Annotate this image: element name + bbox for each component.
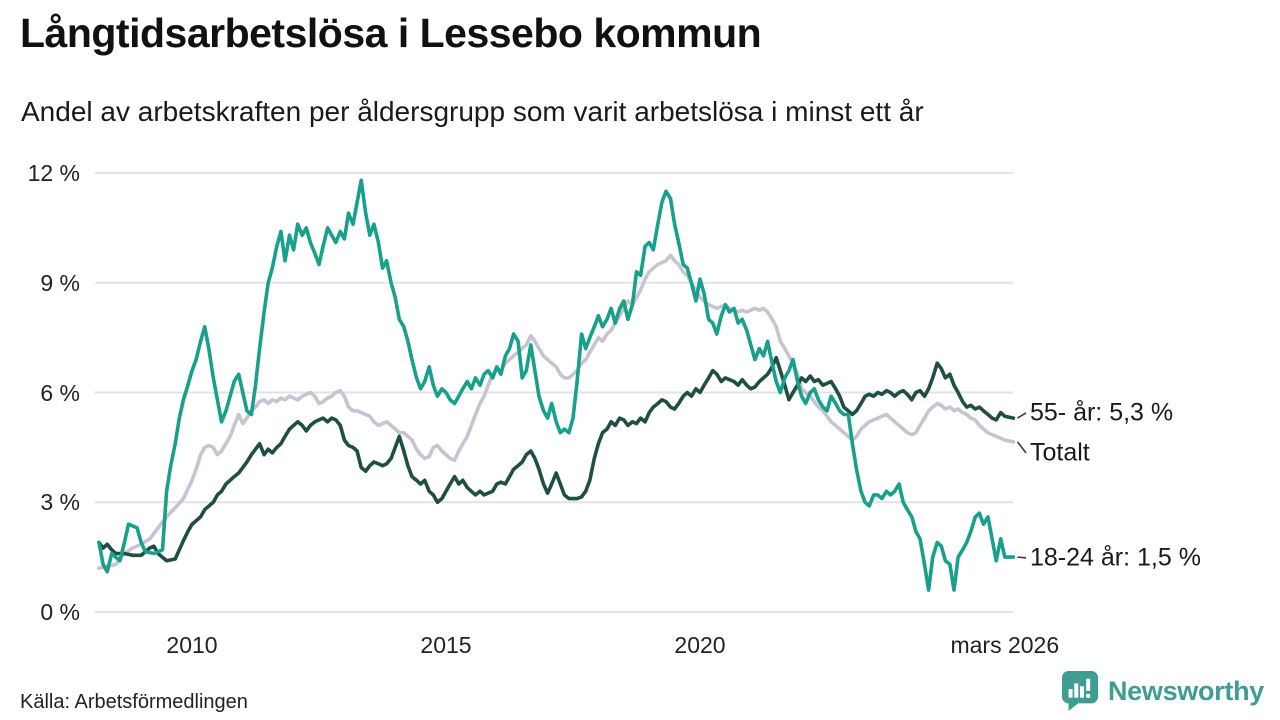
chart-subtitle: Andel av arbetskraften per åldersgrupp s…: [21, 96, 924, 127]
y-axis-label: 9 %: [40, 269, 80, 296]
series-line-totalt: [97, 253, 1016, 570]
annotation-connector: [1017, 556, 1027, 559]
series-line-55-r: [97, 355, 1016, 563]
annotation-label: 18-24 år: 1,5 %: [1030, 543, 1201, 572]
y-axis-label: 12 %: [27, 160, 80, 186]
y-axis-label: 6 %: [40, 379, 80, 406]
annotation-label: 55- år: 5,3 %: [1030, 398, 1174, 427]
y-axis-label: 3 %: [40, 489, 80, 516]
page-title: Långtidsarbetslösa i Lessebo kommun: [20, 10, 762, 56]
x-axis-label: 2015: [420, 632, 472, 658]
x-axis-label: 2010: [166, 632, 218, 658]
source-note: Källa: Arbetsförmedlingen: [20, 691, 248, 713]
annotation-connector: [1017, 412, 1027, 419]
newsworthy-logo-text: Newsworthy: [1107, 675, 1264, 706]
x-axis-label: mars 2026: [950, 632, 1060, 658]
x-axis-label: 2020: [674, 632, 726, 658]
newsworthy-logo: Newsworthy: [1061, 670, 1264, 712]
newsworthy-speech-bubble-bar-chart-icon: [1061, 670, 1099, 711]
annotation-label: Totalt: [1030, 438, 1090, 467]
series-line-18-24-r: [97, 178, 1016, 592]
annotation-connector: [1016, 441, 1027, 454]
y-axis-label: 0 %: [40, 599, 80, 625]
